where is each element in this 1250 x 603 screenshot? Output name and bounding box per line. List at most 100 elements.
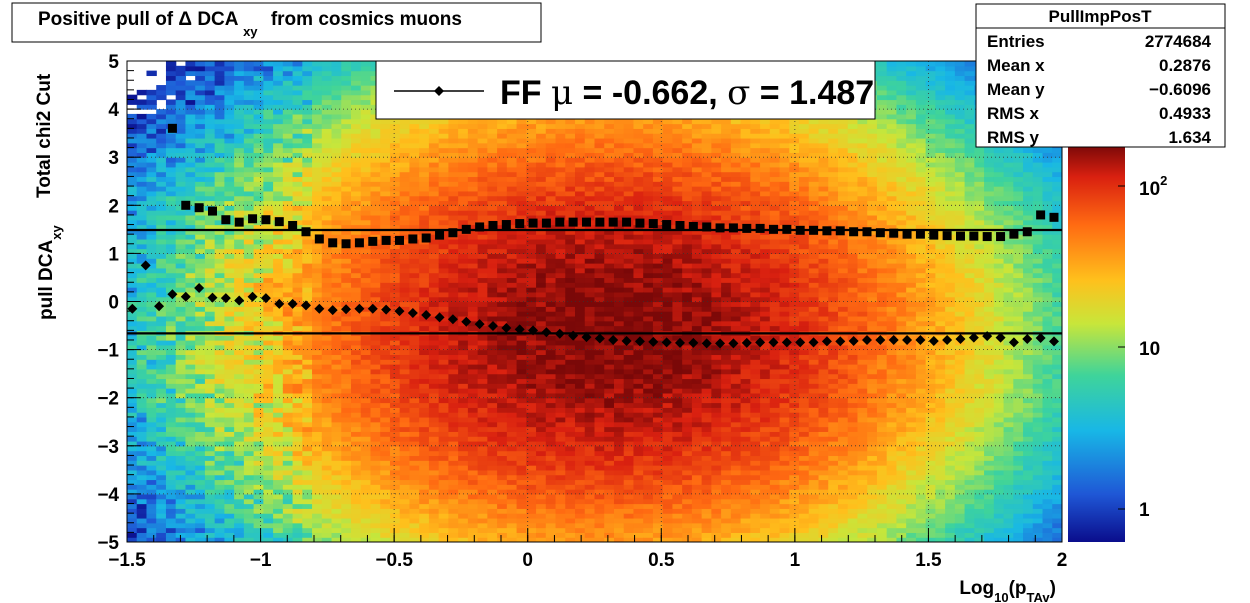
heatmap-cell — [487, 186, 498, 192]
heatmap-cell — [263, 359, 274, 365]
heatmap-cell — [555, 407, 566, 413]
heatmap-cell — [360, 397, 372, 404]
heatmap-cell — [214, 282, 225, 288]
heatmap-cell — [370, 147, 381, 153]
heatmap-cell — [127, 402, 138, 408]
heatmap-cell — [312, 498, 323, 505]
heatmap-cell — [477, 426, 488, 432]
heatmap-cell — [419, 263, 430, 269]
heatmap-cell — [419, 214, 430, 221]
heatmap-cell — [234, 287, 245, 293]
heatmap-cell — [243, 479, 255, 485]
heatmap-cell — [448, 522, 459, 529]
heatmap-cell — [234, 166, 245, 173]
heatmap-cell — [438, 171, 450, 178]
heatmap-cell — [292, 450, 303, 457]
heatmap-cell — [224, 70, 235, 77]
heatmap-cell — [146, 104, 157, 110]
heatmap-cell — [360, 412, 372, 418]
heatmap-cell — [360, 61, 372, 67]
heatmap-cell — [263, 109, 274, 115]
heatmap-cell — [185, 354, 196, 360]
heatmap-cell — [273, 392, 284, 399]
heatmap-cell — [243, 368, 255, 375]
heatmap-cell — [536, 537, 547, 542]
heatmap-cell — [584, 445, 596, 452]
heatmap-cell — [292, 205, 303, 211]
heatmap-cell — [351, 224, 362, 230]
heatmap-cell — [360, 335, 372, 341]
heatmap-cell — [243, 253, 255, 259]
heatmap-cell — [282, 455, 294, 461]
heatmap-cell — [331, 99, 342, 105]
heatmap-cell — [409, 421, 420, 428]
heatmap-cell — [224, 171, 235, 178]
heatmap-cell — [419, 219, 430, 226]
heatmap-cell — [526, 436, 537, 442]
heatmap-cell — [370, 349, 381, 356]
heatmap-cell — [321, 267, 333, 274]
heatmap-cell — [438, 176, 450, 182]
heatmap-cell — [312, 200, 323, 206]
heatmap-cell — [458, 248, 469, 254]
heatmap-cell — [458, 157, 469, 163]
heatmap-cell — [584, 123, 596, 129]
heatmap-cell — [409, 325, 420, 331]
heatmap-cell — [243, 238, 255, 245]
heatmap-cell — [594, 503, 605, 509]
heatmap-cell — [243, 272, 255, 279]
heatmap-cell — [165, 460, 177, 466]
heatmap-cell — [351, 205, 362, 211]
heatmap-cell — [351, 479, 362, 485]
heatmap-cell — [477, 287, 488, 293]
heatmap-cell — [594, 171, 605, 178]
heatmap-cell — [389, 210, 401, 216]
heatmap-cell — [312, 263, 323, 269]
heatmap-cell — [399, 522, 411, 529]
heatmap-cell — [360, 166, 372, 173]
heatmap-cell — [409, 253, 420, 259]
heatmap-cell — [584, 460, 596, 466]
heatmap-cell — [136, 489, 148, 495]
heatmap-cell — [497, 474, 508, 481]
heatmap-cell — [146, 171, 157, 178]
heatmap-cell — [224, 137, 235, 144]
heatmap-cell — [575, 282, 586, 288]
heatmap-cell — [331, 80, 342, 86]
heatmap-cell — [312, 426, 323, 432]
heatmap-cell — [545, 517, 557, 524]
heatmap-cell — [253, 339, 264, 346]
heatmap-cell — [575, 176, 586, 182]
heatmap-cell — [165, 368, 177, 375]
heatmap-cell — [331, 503, 342, 509]
heatmap-cell — [506, 440, 518, 447]
heatmap-cell — [195, 508, 206, 514]
heatmap-cell — [487, 267, 498, 274]
heatmap-cell — [204, 99, 216, 105]
heatmap-cell — [302, 407, 313, 413]
heatmap-cell — [351, 176, 362, 182]
heatmap-cell — [321, 354, 333, 360]
heatmap-cell — [526, 195, 537, 202]
heatmap-cell — [399, 498, 411, 505]
heatmap-cell — [613, 440, 625, 447]
heatmap-cell — [399, 489, 411, 495]
heatmap-cell — [175, 157, 187, 163]
heatmap-cell — [613, 527, 625, 533]
heatmap-cell — [165, 339, 177, 346]
heatmap-cell — [409, 349, 420, 356]
heatmap-cell — [253, 368, 264, 375]
heatmap-cell — [555, 137, 566, 144]
heatmap-cell — [146, 219, 157, 226]
heatmap-cell — [175, 277, 187, 283]
heatmap-cell — [156, 354, 167, 360]
heatmap-cell — [380, 296, 391, 303]
heatmap-cell — [341, 474, 352, 481]
heatmap-cell — [243, 210, 255, 216]
heatmap-cell — [467, 339, 479, 346]
heatmap-cell — [253, 157, 264, 163]
heatmap-cell — [312, 489, 323, 495]
heatmap-cell — [506, 522, 518, 529]
heatmap-cell — [302, 325, 313, 331]
heatmap-cell — [341, 378, 352, 384]
